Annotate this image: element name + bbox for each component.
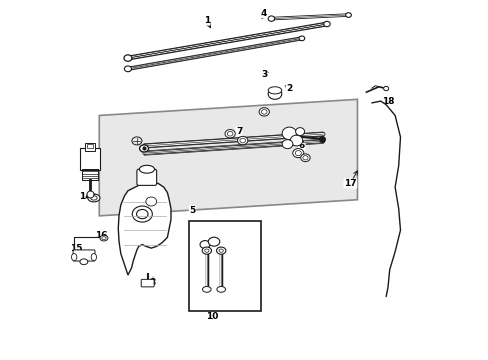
Text: 15: 15 — [70, 244, 82, 253]
Polygon shape — [99, 99, 357, 216]
Ellipse shape — [90, 196, 97, 200]
Ellipse shape — [267, 87, 281, 94]
Ellipse shape — [208, 237, 219, 246]
Ellipse shape — [136, 210, 148, 219]
Text: 2: 2 — [285, 84, 292, 93]
Text: 8: 8 — [150, 278, 156, 287]
Text: 10: 10 — [205, 312, 218, 321]
Ellipse shape — [345, 13, 351, 17]
Ellipse shape — [216, 247, 225, 254]
Bar — [87, 144, 93, 148]
Ellipse shape — [91, 253, 96, 261]
Ellipse shape — [302, 156, 307, 160]
Text: 17: 17 — [343, 179, 356, 188]
Text: 13: 13 — [79, 156, 91, 165]
Text: 14: 14 — [79, 192, 91, 201]
Text: 4: 4 — [261, 9, 267, 18]
FancyBboxPatch shape — [80, 148, 100, 170]
Ellipse shape — [88, 194, 100, 202]
Ellipse shape — [132, 137, 142, 145]
Ellipse shape — [240, 138, 245, 143]
Ellipse shape — [139, 145, 148, 152]
Polygon shape — [118, 182, 171, 275]
Bar — [188, 221, 260, 311]
Text: 3: 3 — [261, 70, 267, 79]
FancyBboxPatch shape — [141, 279, 154, 287]
Ellipse shape — [202, 247, 211, 254]
Ellipse shape — [224, 130, 235, 138]
Ellipse shape — [237, 136, 247, 145]
Ellipse shape — [298, 36, 304, 41]
Ellipse shape — [323, 21, 329, 27]
Ellipse shape — [261, 109, 266, 114]
FancyBboxPatch shape — [137, 169, 156, 185]
Ellipse shape — [292, 149, 303, 158]
Ellipse shape — [282, 127, 296, 140]
Ellipse shape — [132, 206, 152, 222]
Text: 6: 6 — [298, 141, 305, 150]
FancyBboxPatch shape — [73, 250, 95, 261]
Text: 16: 16 — [95, 231, 107, 240]
Bar — [85, 143, 95, 150]
Ellipse shape — [124, 66, 131, 72]
Ellipse shape — [200, 240, 210, 248]
Ellipse shape — [80, 259, 88, 265]
Ellipse shape — [71, 253, 77, 261]
Bar — [82, 169, 98, 180]
Text: 12: 12 — [238, 231, 250, 240]
Text: 1: 1 — [203, 16, 209, 25]
Text: 9: 9 — [130, 204, 136, 213]
Text: 5: 5 — [189, 206, 195, 215]
Ellipse shape — [295, 128, 304, 135]
Ellipse shape — [124, 55, 132, 61]
Ellipse shape — [202, 287, 211, 292]
Ellipse shape — [259, 108, 269, 116]
Ellipse shape — [267, 89, 281, 99]
Ellipse shape — [219, 249, 223, 252]
Ellipse shape — [282, 140, 292, 149]
Ellipse shape — [300, 154, 309, 162]
Ellipse shape — [290, 135, 302, 146]
Ellipse shape — [102, 237, 106, 239]
Text: 18: 18 — [381, 96, 393, 105]
Ellipse shape — [383, 86, 388, 91]
Ellipse shape — [295, 150, 301, 156]
Ellipse shape — [204, 249, 208, 252]
Ellipse shape — [139, 165, 154, 173]
Ellipse shape — [217, 287, 225, 292]
Ellipse shape — [267, 16, 274, 21]
Ellipse shape — [145, 197, 156, 206]
Text: 11: 11 — [222, 270, 234, 279]
Ellipse shape — [227, 131, 232, 136]
Text: 7: 7 — [235, 127, 242, 136]
Ellipse shape — [100, 235, 108, 241]
